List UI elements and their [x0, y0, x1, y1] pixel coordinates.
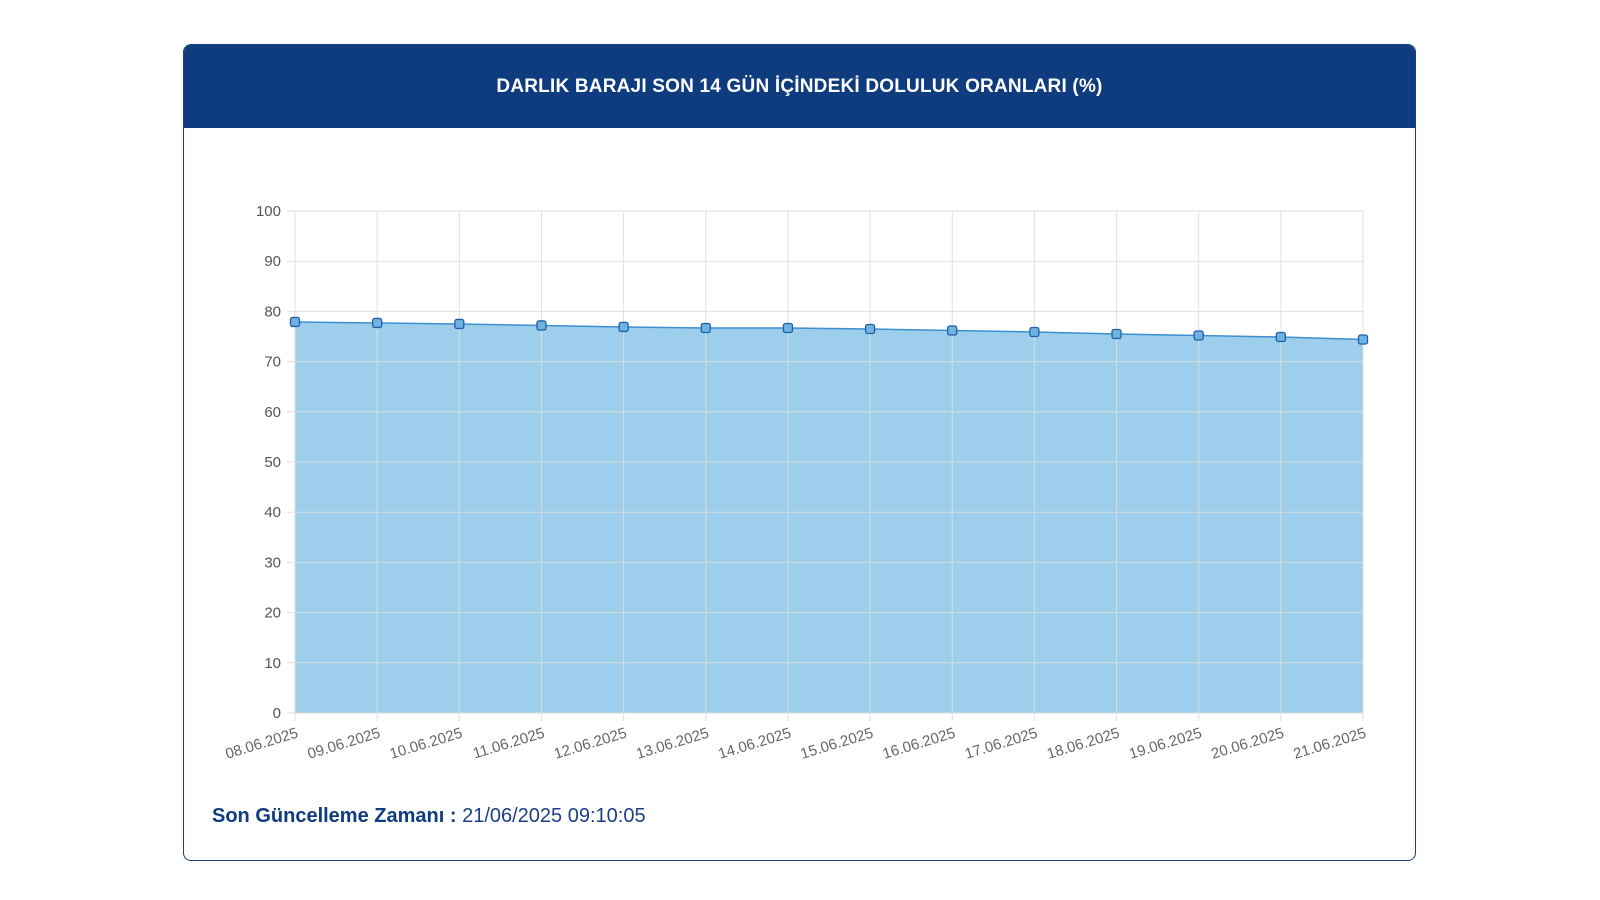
- data-point: [947, 325, 958, 336]
- x-tick-label: 11.06.2025: [471, 725, 547, 763]
- y-tick-label: 60: [264, 404, 281, 421]
- data-point: [1111, 328, 1122, 340]
- x-tick-label: 12.06.2025: [552, 725, 629, 763]
- page-title: DARLIK BARAJI SON 14 GÜN İÇİNDEKİ DOLULU…: [496, 75, 1103, 97]
- data-point: [782, 322, 794, 334]
- data-point: [1029, 326, 1040, 338]
- x-tick-label: 14.06.2025: [716, 725, 793, 763]
- last-update: Son Güncelleme Zamanı : 21/06/2025 09:10…: [212, 805, 646, 828]
- x-tick-label: 10.06.2025: [388, 725, 465, 763]
- y-tick-label: 90: [264, 253, 281, 270]
- x-tick-label: 13.06.2025: [634, 725, 711, 763]
- y-tick-label: 70: [264, 354, 281, 371]
- y-tick-label: 80: [264, 303, 281, 320]
- x-tick-label: 08.06.2025: [223, 725, 300, 763]
- data-point: [618, 321, 629, 333]
- y-tick-label: 40: [264, 504, 281, 521]
- x-tick-label: 18.06.2025: [1045, 725, 1122, 763]
- data-point: [536, 320, 547, 331]
- data-point: [289, 316, 301, 328]
- area-fill: [295, 321, 1363, 713]
- x-tick-label: 21.06.2025: [1291, 725, 1368, 763]
- last-update-label: Son Güncelleme Zamanı :: [212, 805, 457, 827]
- x-tick-label: 15.06.2025: [798, 725, 875, 763]
- data-point: [700, 322, 711, 334]
- data-point: [1275, 331, 1286, 343]
- data-point: [372, 317, 383, 329]
- chart: 0 10 20 30 40 50 60 70 80 90 100 08.06.2025 09.06.20…: [223, 203, 1369, 763]
- y-tick-label: 20: [264, 605, 281, 622]
- x-tick-label: 20.06.2025: [1209, 725, 1286, 763]
- y-tick-label: 30: [264, 554, 281, 571]
- data-point: [864, 323, 876, 335]
- x-tick-label: 09.06.2025: [306, 725, 383, 763]
- x-tick-label: 17.06.2025: [963, 725, 1040, 763]
- data-point: [454, 318, 465, 330]
- last-update-value: 21/06/2025 09:10:05: [462, 805, 646, 827]
- y-tick-label: 10: [264, 655, 281, 672]
- chart-card: DARLIK BARAJI SON 14 GÜN İÇİNDEKİ DOLULU…: [183, 44, 1416, 861]
- y-tick-label: 50: [264, 454, 281, 471]
- data-point: [1193, 330, 1204, 341]
- x-tick-label: 16.06.2025: [881, 725, 958, 763]
- series-line: [294, 321, 1364, 341]
- x-tick-label: 19.06.2025: [1127, 725, 1204, 763]
- card-header: DARLIK BARAJI SON 14 GÜN İÇİNDEKİ DOLULU…: [184, 45, 1415, 128]
- data-point: [1357, 334, 1369, 345]
- y-tick-label: 0: [273, 705, 281, 722]
- y-tick-label: 100: [256, 203, 281, 220]
